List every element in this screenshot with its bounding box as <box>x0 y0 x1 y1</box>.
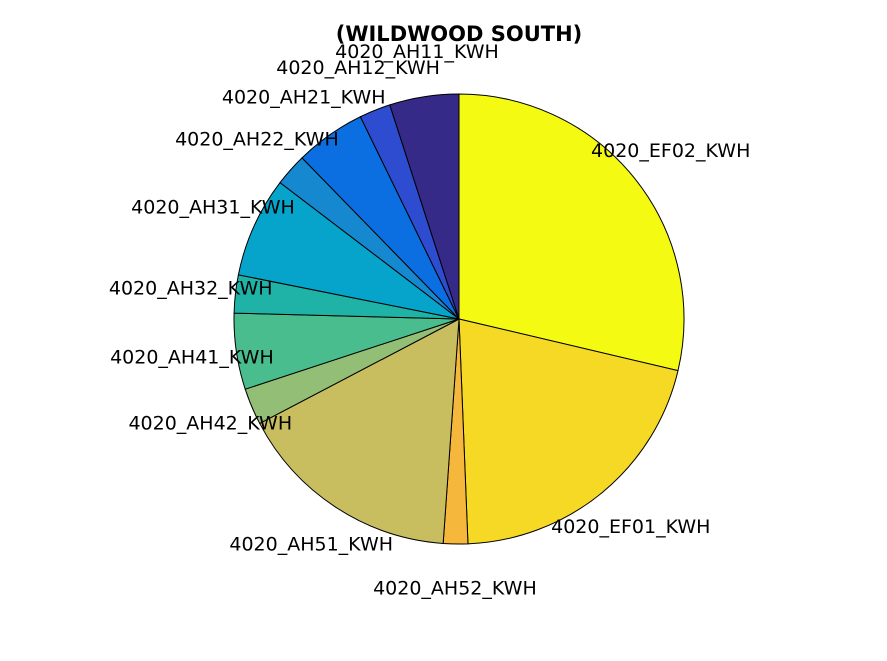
slice-label: 4020_AH41_KWH <box>110 347 274 369</box>
slice-label: 4020_AH51_KWH <box>229 534 393 556</box>
slice-label: 4020_AH12_KWH <box>276 57 440 79</box>
pie-slice <box>458 318 679 545</box>
slice-label: 4020_AH11_KWH <box>335 41 499 63</box>
slice-label: 4020_AH31_KWH <box>131 196 295 218</box>
pie-slice <box>389 93 460 320</box>
pie-slice <box>237 181 460 320</box>
pie-slice <box>259 318 460 544</box>
slice-label: 4020_EF02_KWH <box>591 140 750 162</box>
slice-label: 4020_AH42_KWH <box>128 413 292 435</box>
pie-slices <box>233 93 685 545</box>
pie-slice <box>458 93 685 372</box>
slice-label: 4020_AH32_KWH <box>109 277 273 299</box>
slice-label: 4020_AH21_KWH <box>222 87 386 109</box>
slice-label: 4020_EF01_KWH <box>551 516 710 538</box>
slice-label: 4020_AH22_KWH <box>175 129 339 151</box>
chart-title: (WILDWOOD SOUTH) <box>336 22 583 46</box>
slice-label: 4020_AH52_KWH <box>373 578 537 600</box>
pie-labels: 4020_EF02_KWH 4020_EF01_KWH 4020_AH52_KWH 4… <box>109 41 751 600</box>
